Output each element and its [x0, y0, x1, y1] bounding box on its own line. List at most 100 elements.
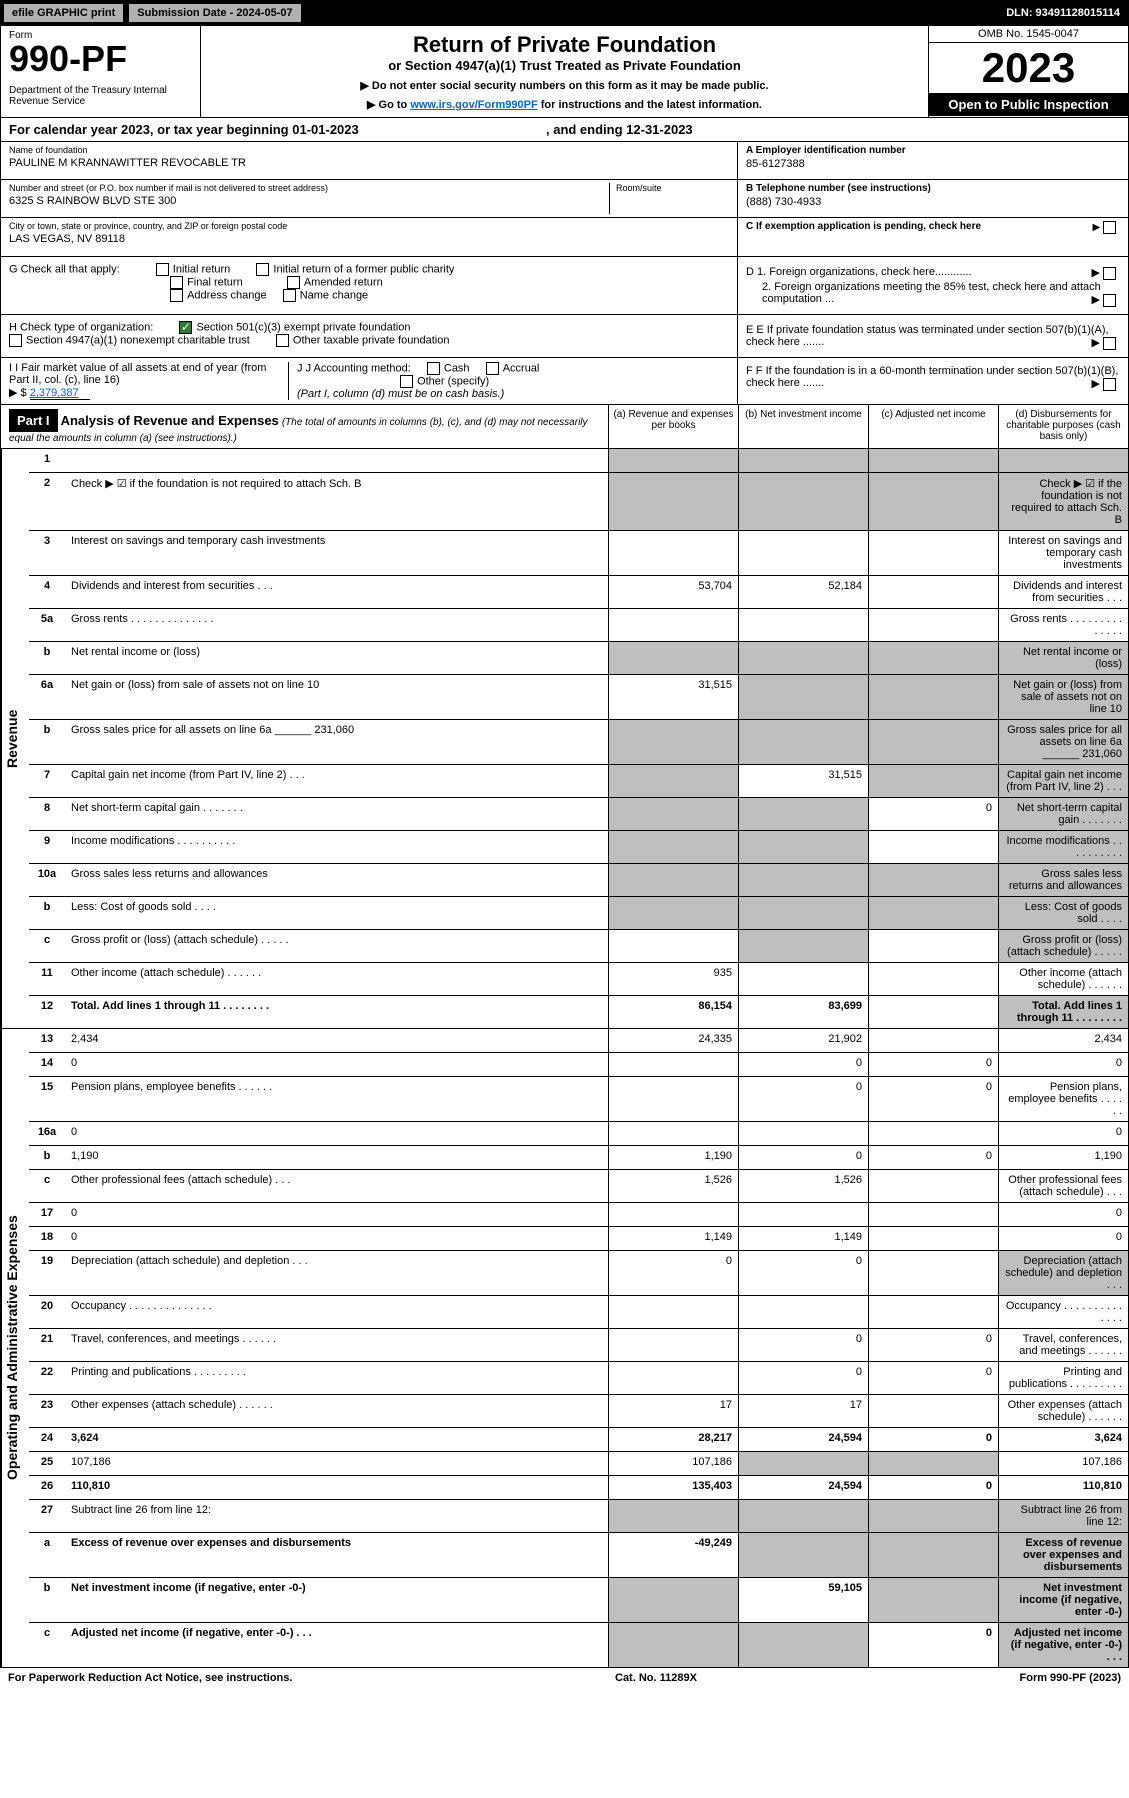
accrual-checkbox[interactable] [486, 362, 499, 375]
cell-b [738, 1452, 868, 1475]
row-number: 19 [29, 1251, 65, 1295]
cell-a [608, 720, 738, 764]
cell-c [868, 1227, 998, 1250]
row-desc: Gross sales less returns and allowances [65, 864, 608, 896]
cell-b [738, 642, 868, 674]
open-inspection: Open to Public Inspection [929, 93, 1128, 116]
cell-b [738, 609, 868, 641]
row-desc: Net short-term capital gain . . . . . . … [65, 798, 608, 830]
revenue-table: Revenue 12Check ▶ ☑ if the foundation is… [0, 449, 1129, 1029]
inst-line-2: ▶ Go to www.irs.gov/Form990PF for instru… [207, 98, 922, 111]
cell-c [868, 449, 998, 472]
row-desc: Interest on savings and temporary cash i… [65, 531, 608, 575]
table-row: 16a00 [29, 1122, 1128, 1146]
status-terminated-checkbox[interactable] [1103, 337, 1116, 350]
efile-print-button[interactable]: efile GRAPHIC print [3, 3, 124, 23]
row-number: 3 [29, 531, 65, 575]
row-number: a [29, 1533, 65, 1577]
cell-a: 24,335 [608, 1029, 738, 1052]
cell-b: 1,149 [738, 1227, 868, 1250]
cell-a [608, 1362, 738, 1394]
row-desc: Other expenses (attach schedule) . . . .… [65, 1395, 608, 1427]
cell-c: 0 [868, 1077, 998, 1121]
cell-b [738, 864, 868, 896]
inst-line-1: ▶ Do not enter social security numbers o… [207, 79, 922, 92]
cell-b [738, 449, 868, 472]
cell-d: Other income (attach schedule) . . . . .… [998, 963, 1128, 995]
foreign-85-checkbox[interactable] [1103, 294, 1116, 307]
paperwork-notice: For Paperwork Reduction Act Notice, see … [8, 1672, 292, 1684]
row-desc: 0 [65, 1203, 608, 1226]
table-row: 2Check ▶ ☑ if the foundation is not requ… [29, 473, 1128, 531]
cell-b: 31,515 [738, 765, 868, 797]
cell-c [868, 1029, 998, 1052]
cell-c [868, 864, 998, 896]
cell-c [868, 996, 998, 1028]
table-row: bNet investment income (if negative, ent… [29, 1578, 1128, 1623]
omb-number: OMB No. 1545-0047 [929, 26, 1128, 43]
501c3-checkbox[interactable] [179, 321, 192, 334]
dept-label: Department of the Treasury Internal Reve… [9, 85, 192, 107]
row-number: 20 [29, 1296, 65, 1328]
h-label: H Check type of organization: [9, 321, 153, 333]
row-number: 7 [29, 765, 65, 797]
row-desc: Printing and publications . . . . . . . … [65, 1362, 608, 1394]
table-row: 140000 [29, 1053, 1128, 1077]
table-row: 27Subtract line 26 from line 12:Subtract… [29, 1500, 1128, 1533]
cell-b: 17 [738, 1395, 868, 1427]
irs-link[interactable]: www.irs.gov/Form990PF [410, 99, 537, 111]
foreign-org-checkbox[interactable] [1103, 267, 1116, 280]
cell-a [608, 449, 738, 472]
address-change-checkbox[interactable] [170, 289, 183, 302]
table-row: 1801,1491,1490 [29, 1227, 1128, 1251]
initial-return-checkbox[interactable] [156, 263, 169, 276]
final-return-checkbox[interactable] [170, 276, 183, 289]
cell-b [738, 798, 868, 830]
cell-d: 1,190 [998, 1146, 1128, 1169]
cell-c [868, 1395, 998, 1427]
other-method-checkbox[interactable] [400, 375, 413, 388]
cell-a [608, 473, 738, 530]
cell-a [608, 897, 738, 929]
4947a1-checkbox[interactable] [9, 334, 22, 347]
cell-d: Check ▶ ☑ if the foundation is not requi… [998, 473, 1128, 530]
cell-d: Excess of revenue over expenses and disb… [998, 1533, 1128, 1577]
cell-d: Dividends and interest from securities .… [998, 576, 1128, 608]
cell-c [868, 1122, 998, 1145]
fmv-link[interactable]: 2,379,387 [30, 387, 90, 400]
60month-checkbox[interactable] [1103, 378, 1116, 391]
cell-c [868, 765, 998, 797]
cell-c [868, 531, 998, 575]
exemption-checkbox[interactable] [1103, 221, 1116, 234]
cash-checkbox[interactable] [427, 362, 440, 375]
table-row: 8Net short-term capital gain . . . . . .… [29, 798, 1128, 831]
table-row: 10aGross sales less returns and allowanc… [29, 864, 1128, 897]
cell-c [868, 642, 998, 674]
cell-a: 1,526 [608, 1170, 738, 1202]
cell-c [868, 675, 998, 719]
name-change-checkbox[interactable] [283, 289, 296, 302]
cell-c [868, 1578, 998, 1622]
part1-label: Part I [9, 409, 58, 432]
cell-c [868, 1533, 998, 1577]
cell-c: 0 [868, 1146, 998, 1169]
row-desc: Gross profit or (loss) (attach schedule)… [65, 930, 608, 962]
part1-header: Part I Analysis of Revenue and Expenses … [0, 405, 1129, 449]
cell-a: 107,186 [608, 1452, 738, 1475]
row-number: 22 [29, 1362, 65, 1394]
cell-a [608, 1296, 738, 1328]
initial-former-checkbox[interactable] [256, 263, 269, 276]
amended-return-checkbox[interactable] [287, 276, 300, 289]
row-number: c [29, 1623, 65, 1667]
cell-b [738, 1122, 868, 1145]
cell-a: 0 [608, 1251, 738, 1295]
table-row: cAdjusted net income (if negative, enter… [29, 1623, 1128, 1667]
cell-a [608, 864, 738, 896]
cell-d: 3,624 [998, 1428, 1128, 1451]
cell-b: 83,699 [738, 996, 868, 1028]
cell-c: 0 [868, 1329, 998, 1361]
other-taxable-checkbox[interactable] [276, 334, 289, 347]
table-row: 12Total. Add lines 1 through 11 . . . . … [29, 996, 1128, 1028]
row-desc: Adjusted net income (if negative, enter … [65, 1623, 608, 1667]
row-number: b [29, 897, 65, 929]
